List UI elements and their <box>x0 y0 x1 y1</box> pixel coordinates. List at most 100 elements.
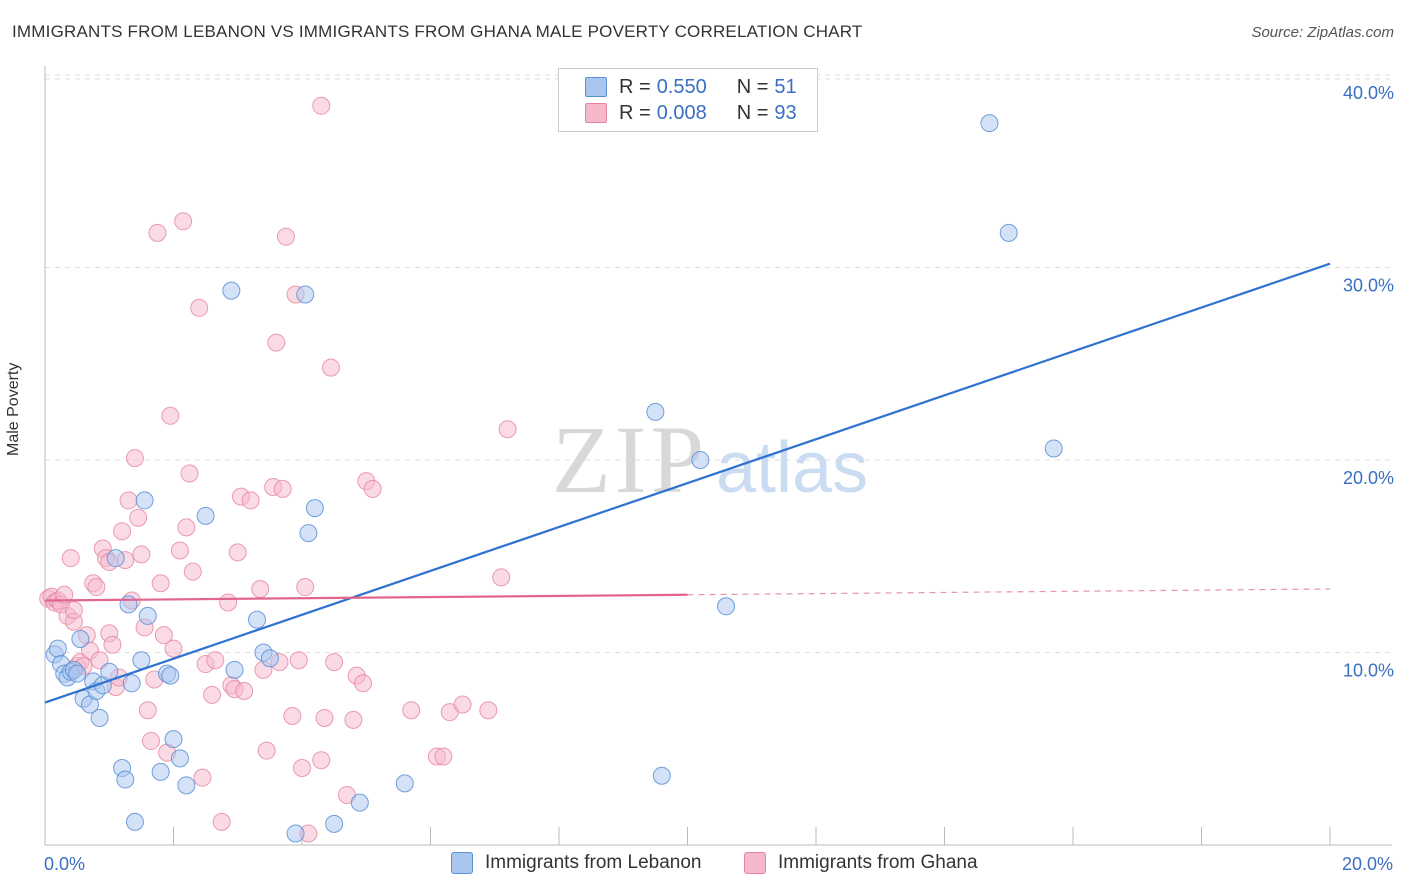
legend-swatch-lebanon <box>585 77 607 97</box>
legend-r-label: R = <box>619 101 651 124</box>
ghana-point <box>170 541 189 560</box>
ghana-point <box>315 708 334 727</box>
ghana-point <box>402 701 421 720</box>
x-tick-label: 20.0% <box>1342 854 1393 874</box>
legend-r-value: 0.008 <box>656 101 707 124</box>
ghana-point <box>190 298 209 317</box>
ghana-point <box>138 701 157 720</box>
ghana-point <box>206 651 225 670</box>
ghana-point <box>325 653 344 672</box>
ghana-trend-extension <box>687 588 1331 596</box>
ghana-point <box>154 626 173 645</box>
ghana-point <box>119 491 138 510</box>
ghana-point <box>257 741 276 760</box>
x-tick-label: 0.0% <box>44 854 85 874</box>
legend-r-value: 0.550 <box>656 75 707 98</box>
legend-item-lebanon[interactable]: Immigrants from Lebanon <box>451 852 702 874</box>
lebanon-point <box>71 630 90 649</box>
ghana-point <box>434 747 453 766</box>
ghana-point <box>212 812 231 831</box>
series-ghana-points <box>39 96 517 843</box>
ghana-point <box>148 223 167 242</box>
ghana-point <box>129 508 148 527</box>
lebanon-point <box>122 674 141 693</box>
y-tick-label: 20.0% <box>1343 468 1394 488</box>
lebanon-point <box>138 606 157 625</box>
lebanon-point <box>286 824 305 843</box>
ghana-point <box>90 651 109 670</box>
lebanon-point <box>106 549 125 568</box>
legend-swatch-ghana <box>744 852 766 874</box>
ghana-point <box>219 593 238 612</box>
lebanon-point <box>90 708 109 727</box>
ghana-point <box>498 420 517 439</box>
ghana-point <box>125 449 144 468</box>
legend-n-label: N = <box>736 75 769 98</box>
lebanon-point <box>116 770 135 789</box>
ghana-point <box>312 751 331 770</box>
ghana-point <box>289 651 308 670</box>
lebanon-point <box>999 223 1018 242</box>
ghana-point <box>161 406 180 425</box>
lebanon-point <box>646 402 665 421</box>
ghana-point <box>344 710 363 729</box>
lebanon-point <box>350 793 369 812</box>
legend-n-value: 93 <box>774 101 797 124</box>
trend-lines <box>44 262 1331 704</box>
legend-n-label: N = <box>736 101 769 124</box>
ghana-point <box>142 732 161 751</box>
ghana-point <box>235 682 254 700</box>
ghana-point <box>55 585 74 604</box>
ghana-point <box>276 227 295 246</box>
lebanon-point <box>125 812 144 831</box>
ghana-point <box>354 674 373 693</box>
ghana-point <box>64 601 83 620</box>
grid-lines <box>45 74 1392 653</box>
legend-item-ghana[interactable]: Immigrants from Ghana <box>744 852 978 874</box>
lebanon-point <box>170 749 189 768</box>
lebanon-point <box>299 524 318 543</box>
ghana-point <box>174 212 193 231</box>
ghana-point <box>183 562 202 581</box>
lebanon-point <box>717 597 736 616</box>
legend-row-ghana: R = 0.008 N = 93 <box>585 100 797 126</box>
ghana-point <box>151 574 170 593</box>
ghana-point <box>453 695 472 714</box>
legend-row-lebanon: R = 0.550 N = 51 <box>585 74 797 100</box>
watermark-zip: ZIP <box>552 406 708 513</box>
lebanon-point <box>132 651 151 670</box>
y-tick-label: 30.0% <box>1343 276 1394 296</box>
ghana-point <box>492 568 511 587</box>
series-lebanon-points <box>45 114 1063 843</box>
y-axis-label: Male Poverty <box>5 362 22 456</box>
lebanon-point <box>151 762 170 781</box>
ghana-point <box>251 579 270 598</box>
ghana-point <box>273 479 292 498</box>
lebanon-point <box>135 491 154 510</box>
lebanon-point <box>119 595 138 614</box>
lebanon-point <box>248 610 267 629</box>
ghana-point <box>61 549 80 568</box>
ghana-point <box>103 635 122 654</box>
watermark: ZIP atlas <box>552 406 868 513</box>
ghana-point <box>177 518 196 537</box>
lebanon-point <box>305 499 324 518</box>
ghana-point <box>164 639 183 658</box>
tick-labels: 10.0% 20.0% 30.0% 40.0% 0.0% 20.0% <box>44 83 1394 874</box>
y-tick-label: 10.0% <box>1343 661 1394 681</box>
ghana-point <box>296 578 315 597</box>
ghana-point <box>241 491 260 510</box>
lebanon-point <box>48 639 67 658</box>
lebanon-point <box>325 814 344 833</box>
lebanon-point <box>296 285 315 304</box>
lebanon-point <box>260 649 279 668</box>
ghana-point <box>193 768 212 787</box>
lebanon-point <box>164 730 183 749</box>
legend-label-ghana: Immigrants from Ghana <box>778 852 978 873</box>
chart-title: IMMIGRANTS FROM LEBANON VS IMMIGRANTS FR… <box>12 22 863 41</box>
ghana-point <box>87 578 106 597</box>
ghana-point <box>132 545 151 564</box>
series-legend: Immigrants from Lebanon Immigrants from … <box>0 852 1406 880</box>
legend-swatch-lebanon <box>451 852 473 874</box>
